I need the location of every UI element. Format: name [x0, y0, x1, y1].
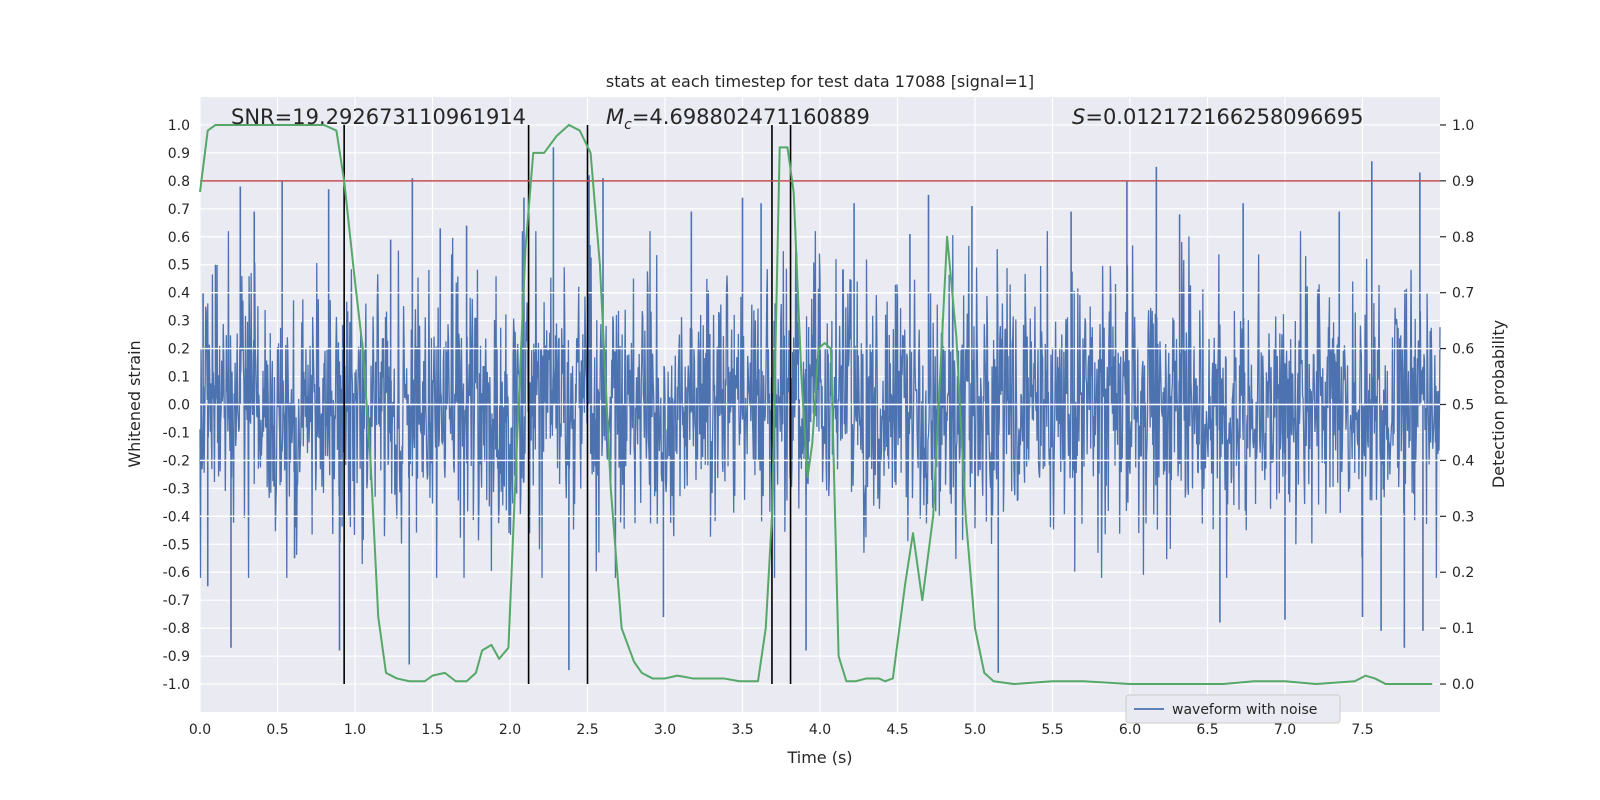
x-tick-label: 3.0: [654, 722, 676, 738]
y-left-tick-label: -0.2: [163, 453, 190, 469]
s-symbol: S: [1072, 105, 1085, 129]
y-right-tick-label: 0.7: [1452, 286, 1474, 302]
y-right-tick-label: 0.0: [1452, 677, 1474, 693]
x-tick-labels: 0.0 0.5 1.0 1.5 2.0 2.5 3.0 3.5 4.0 4.5 5.0 5.5 6.0 6…: [189, 722, 1374, 738]
x-tick-label: 6.5: [1196, 722, 1218, 738]
y-left-tick-label: -0.4: [163, 509, 190, 525]
horizontal-reference-lines: [200, 291, 1440, 518]
y-left-tick-label: -1.0: [163, 677, 190, 693]
chart-title: stats at each timestep for test data 170…: [606, 72, 1034, 91]
vertical-markers: [343, 124, 792, 685]
y-left-tick-label: -0.1: [163, 425, 190, 441]
y-left-tick-label: 0.5: [168, 258, 190, 274]
chirp-mass-value: =4.698802471160889: [632, 105, 870, 129]
detection-probability-series: [199, 123, 1433, 686]
y-left-tick-label: -0.6: [163, 565, 190, 581]
y-left-tick-label: -0.5: [163, 537, 190, 553]
y-right-tick-label: 0.2: [1452, 565, 1474, 581]
x-tick-label: 0.5: [266, 722, 288, 738]
y-right-tick-label: 0.5: [1452, 398, 1474, 414]
y-left-tick-label: 0.9: [168, 146, 190, 162]
x-tick-label: 5.5: [1041, 722, 1063, 738]
y-left-tick-label: 0.4: [168, 286, 190, 302]
y-right-tick-label: 0.4: [1452, 453, 1474, 469]
x-tick-label: 1.5: [421, 722, 443, 738]
y-right-tick-label: 0.1: [1452, 621, 1474, 637]
detection-probability-line: [199, 123, 1433, 686]
waveform-line: [199, 231, 1441, 578]
y-left-tick-label: 0.0: [168, 398, 190, 414]
legend-box: [1125, 694, 1341, 724]
x-tick-label: 2.0: [499, 722, 521, 738]
y-left-tick-label: 0.2: [168, 342, 190, 358]
y-right-tick-label: 0.6: [1452, 342, 1474, 358]
x-tick-label: 6.0: [1119, 722, 1141, 738]
s-value: =0.012172166258096695: [1085, 105, 1363, 129]
x-tick-label: 5.0: [964, 722, 986, 738]
x-tick-label: 0.0: [189, 722, 211, 738]
y-left-tick-label: 0.7: [168, 202, 190, 218]
y-right-tick-label: 1.0: [1452, 118, 1474, 134]
y-right-tick-label: 0.9: [1452, 174, 1474, 190]
x-tick-label: 2.5: [576, 722, 598, 738]
y-left-tick-labels: 1.0 0.9 0.8 0.7 0.6 0.5 0.4 0.3 0.2 0.1 0.0 -0.1 -0.…: [163, 118, 190, 693]
x-tick-label: 7.0: [1274, 722, 1296, 738]
y-left-tick-label: -0.3: [163, 481, 190, 497]
x-tick-label: 3.5: [731, 722, 753, 738]
legend-label: waveform with noise: [1172, 702, 1317, 718]
y-left-tick-label: 1.0: [168, 118, 190, 134]
x-tick-label: 7.5: [1351, 722, 1373, 738]
y-left-tick-label: -0.9: [163, 649, 190, 665]
y-left-tick-label: 0.8: [168, 174, 190, 190]
x-axis-label: Time (s): [786, 748, 852, 767]
y-right-axis-label: Detection probability: [1489, 320, 1508, 488]
legend: waveform with noise: [1125, 694, 1341, 724]
y-left-tick-label: -0.8: [163, 621, 190, 637]
y-left-axis-label: Whitened strain: [125, 340, 144, 467]
chirp-mass-subscript: c: [624, 117, 632, 133]
chirp-mass-annotation: Mc=4.698802471160889: [606, 105, 870, 133]
chirp-mass-symbol: M: [606, 105, 624, 129]
s-annotation: S=0.012172166258096695: [1072, 105, 1363, 129]
x-tick-label: 4.5: [886, 722, 908, 738]
snr-annotation: SNR=19.292673110961914: [231, 105, 526, 129]
y-left-tick-label: 0.1: [168, 370, 190, 386]
y-left-tick-label: 0.6: [168, 230, 190, 246]
y-right-tick-labels: 1.0 0.9 0.8 0.7 0.6 0.5 0.4 0.3 0.2 0.1 0.0: [1440, 118, 1474, 693]
y-left-tick-label: -0.7: [163, 593, 190, 609]
y-right-tick-label: 0.8: [1452, 230, 1474, 246]
x-tick-label: 4.0: [809, 722, 831, 738]
y-left-tick-label: 0.3: [168, 314, 190, 330]
x-tick-label: 1.0: [344, 722, 366, 738]
y-right-tick-label: 0.3: [1452, 509, 1474, 525]
